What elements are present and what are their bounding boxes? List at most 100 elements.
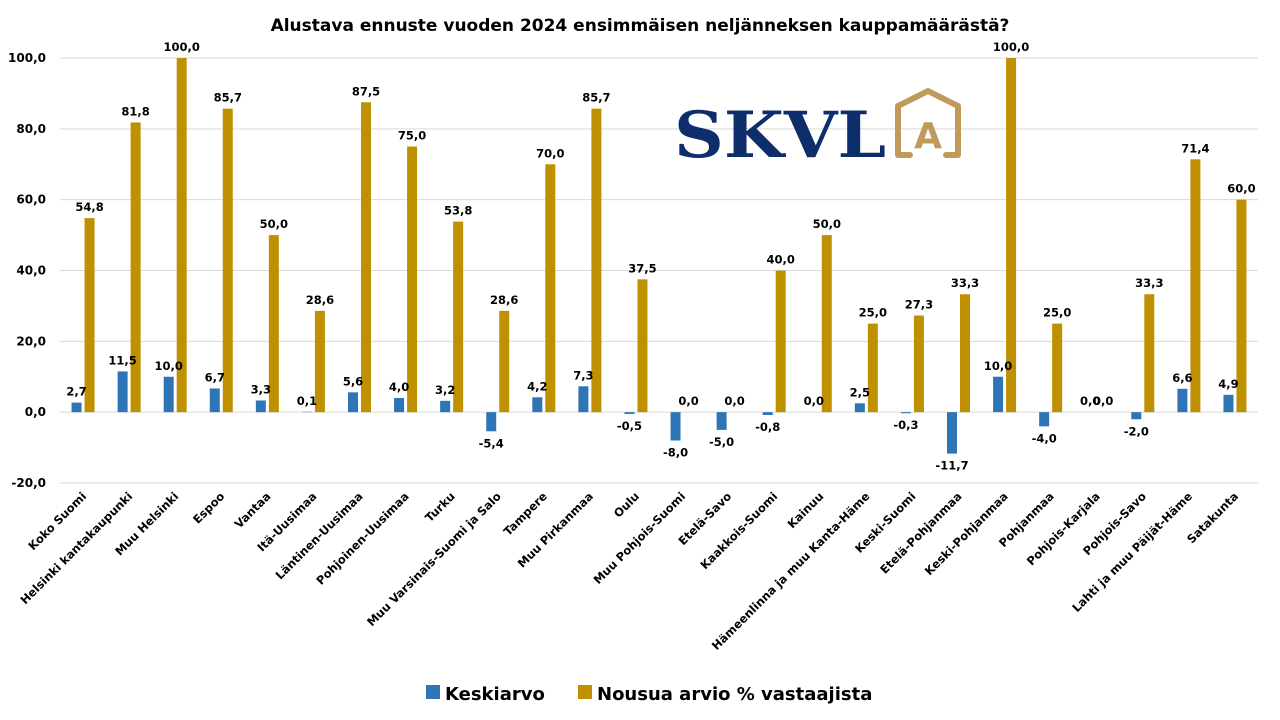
data-label-keskiarvo: 10,0 — [155, 359, 183, 373]
data-label-keskiarvo: 6,6 — [1172, 371, 1192, 385]
bar-keskiarvo-espoo — [209, 388, 220, 413]
data-label-nousua: 87,5 — [352, 84, 380, 98]
bar-keskiarvo-muu-helsinki — [163, 376, 174, 413]
y-axis: -20,0 0,0 20,0 40,0 60,0 80,0 100,0 — [8, 51, 46, 490]
bar-nousua-lantinen-uusimaa — [361, 102, 371, 413]
x-tick-label: Etelä-Pohjanmaa — [877, 489, 964, 576]
data-label-nousua: 60,0 — [1227, 182, 1255, 196]
data-label-keskiarvo: 7,3 — [573, 368, 593, 382]
bar-keskiarvo-satakunta — [1223, 394, 1234, 413]
data-label-keskiarvo: 2,7 — [66, 385, 86, 399]
data-label-keskiarvo: 4,0 — [389, 380, 409, 394]
house-icon — [895, 88, 961, 158]
x-tick-label: Kaakkois-Suomi — [697, 489, 780, 572]
data-label-keskiarvo: 4,2 — [527, 379, 547, 393]
x-tick-label: Vantaa — [232, 489, 274, 531]
data-label-nousua: 85,7 — [582, 91, 610, 105]
bar-keskiarvo-etela-pohjanmaa — [947, 412, 957, 454]
data-label-keskiarvo: -0,3 — [893, 418, 918, 432]
x-tick-label: Keski-Pohjanmaa — [922, 489, 1011, 578]
bar-keskiarvo-etela-savo — [716, 412, 727, 430]
data-label-keskiarvo: 3,2 — [435, 383, 455, 397]
data-label-nousua: 28,6 — [490, 293, 518, 307]
bar-keskiarvo-hameenlinna-ja-muu-kanta-hame — [854, 403, 865, 413]
bar-nousua-helsinki-kantakaupunki — [130, 122, 141, 413]
bar-nousua-vantaa — [268, 235, 279, 413]
bar-nousua-pohjois-savo — [1144, 294, 1155, 413]
data-label-keskiarvo: 2,5 — [850, 385, 870, 399]
bar-nousua-pohjoinen-uusimaa — [407, 146, 418, 413]
data-label-nousua: 28,6 — [306, 293, 334, 307]
bar-nousua-espoo — [222, 108, 233, 413]
bar-nousua-hameenlinna-ja-muu-kanta-hame — [867, 323, 878, 413]
bar-keskiarvo-turku — [440, 400, 451, 413]
data-label-nousua: 27,3 — [905, 297, 933, 311]
data-label-nousua: 0,0 — [678, 394, 698, 408]
data-label-nousua: 25,0 — [859, 306, 887, 320]
logo-text: SKVL — [674, 98, 886, 173]
bar-nousua-kainuu — [821, 235, 832, 413]
bar-keskiarvo-muu-varsinais-suomi-ja-salo — [486, 412, 497, 432]
data-label-nousua: 33,3 — [1135, 276, 1163, 290]
legend-item-nousua[interactable]: Nousua arvio % vastaajista — [578, 684, 872, 705]
bar-keskiarvo-keski-pohjanmaa — [993, 376, 1004, 413]
chart-title: Alustava ennuste vuoden 2024 ensimmäisen… — [271, 16, 1010, 36]
x-tick-label: Muu Pohjois-Suomi — [591, 489, 689, 587]
bar-keskiarvo-lantinen-uusimaa — [348, 392, 358, 413]
data-label-keskiarvo: -0,5 — [617, 419, 642, 433]
bars — [71, 58, 1247, 454]
data-label-nousua: 0,0 — [1093, 394, 1113, 408]
data-label-nousua: 54,8 — [75, 200, 103, 214]
x-tick-label: Tampere — [501, 489, 550, 538]
bar-nousua-muu-helsinki — [176, 58, 187, 413]
data-label-nousua: 0,0 — [724, 394, 744, 408]
legend: Keskiarvo Nousua arvio % vastaajista — [426, 684, 872, 705]
data-label-keskiarvo: -4,0 — [1032, 431, 1057, 445]
data-label-nousua: 40,0 — [767, 253, 795, 267]
bar-keskiarvo-pohjois-savo — [1131, 412, 1142, 420]
legend-swatch-nousua — [578, 685, 592, 699]
bar-keskiarvo-keski-suomi — [900, 412, 911, 414]
bar-nousua-turku — [453, 221, 464, 413]
bar-keskiarvo-pohjanmaa — [1039, 412, 1050, 427]
bar-nousua-muu-varsinais-suomi-ja-salo — [499, 310, 510, 413]
bar-nousua-kaakkois-suomi — [775, 270, 786, 413]
bar-keskiarvo-kaakkois-suomi — [762, 412, 773, 415]
y-tick-label: 40,0 — [16, 264, 46, 278]
data-label-nousua: 50,0 — [813, 217, 841, 231]
data-label-keskiarvo: -11,7 — [935, 459, 968, 473]
data-label-nousua: 100,0 — [993, 40, 1029, 54]
data-label-nousua: 75,0 — [398, 129, 426, 143]
y-tick-label: 60,0 — [16, 193, 46, 207]
bar-keskiarvo-koko-suomi — [71, 402, 82, 413]
y-tick-label: 0,0 — [25, 405, 46, 419]
data-label-nousua: 33,3 — [951, 276, 979, 290]
bar-keskiarvo-pohjoinen-uusimaa — [394, 398, 405, 413]
bar-keskiarvo-oulu — [624, 412, 635, 414]
legend-item-keskiarvo[interactable]: Keskiarvo — [426, 684, 545, 705]
y-tick-label: 100,0 — [8, 51, 46, 65]
bar-keskiarvo-lahti-ja-muu-paijat-hame — [1177, 388, 1188, 413]
legend-label-keskiarvo: Keskiarvo — [445, 684, 545, 705]
bar-nousua-keski-pohjanmaa — [1006, 58, 1017, 413]
data-label-keskiarvo: -0,8 — [755, 420, 780, 434]
bar-nousua-oulu — [637, 279, 648, 413]
bar-nousua-satakunta — [1236, 199, 1247, 413]
data-label-keskiarvo: -5,0 — [709, 435, 734, 449]
y-tick-label: 20,0 — [16, 334, 46, 348]
data-labels: 2,7 54,8 11,5 81,8 10,0 100,0 6,7 85,7 3,3 50,0 0,… — [66, 40, 1255, 473]
bar-nousua-keski-suomi — [913, 315, 924, 413]
data-label-keskiarvo: 0,0 — [804, 394, 824, 408]
data-label-nousua: 53,8 — [444, 204, 472, 218]
bar-keskiarvo-tampere — [532, 397, 543, 413]
x-tick-label: Espoo — [190, 489, 227, 526]
x-tick-label: Pohjoinen-Uusimaa — [313, 489, 411, 587]
data-label-keskiarvo: -5,4 — [479, 436, 504, 450]
legend-swatch-keskiarvo — [426, 685, 440, 699]
bar-nousua-ita-uusimaa — [314, 310, 325, 413]
data-label-nousua: 50,0 — [260, 217, 288, 231]
bar-nousua-muu-pirkanmaa — [591, 108, 602, 413]
data-label-keskiarvo: 0,1 — [297, 394, 317, 408]
